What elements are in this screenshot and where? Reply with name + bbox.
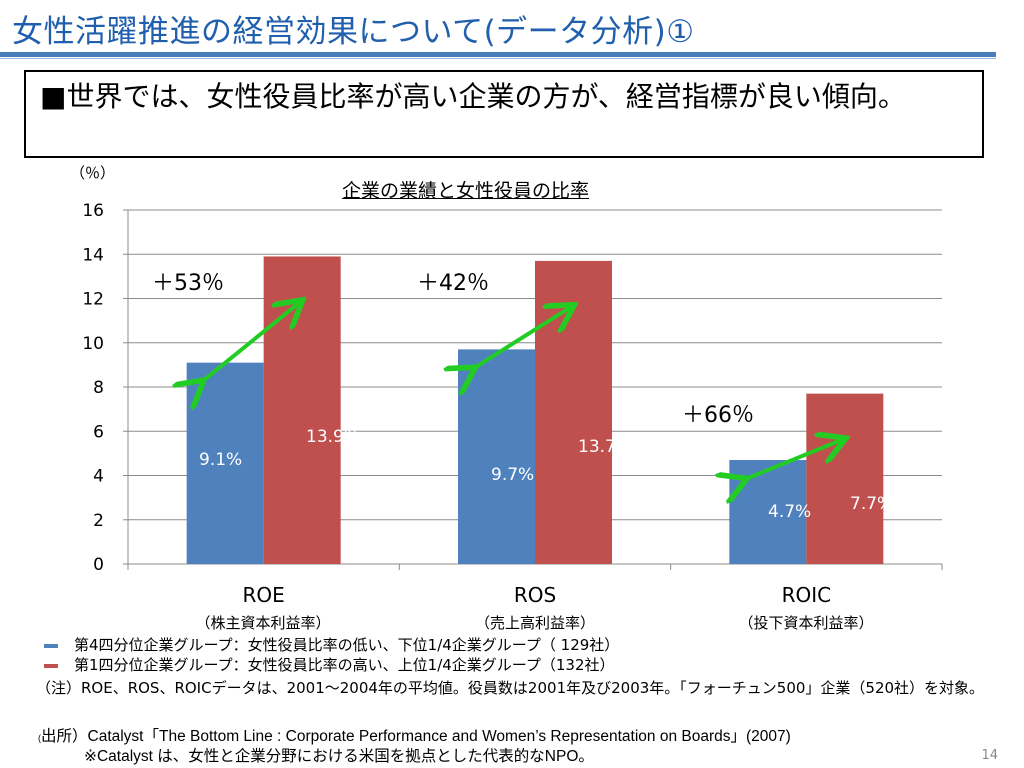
y-tick-label: 10 bbox=[82, 334, 104, 354]
y-tick-label: 4 bbox=[93, 467, 104, 487]
bar-roic-high bbox=[806, 393, 884, 564]
increase-annotation-roe: ＋53％ bbox=[152, 271, 224, 296]
legend-swatch-blue bbox=[44, 643, 58, 648]
data-labels: 9.1% 13.9% 9.7% 13.7% 4.7% 7.7% bbox=[199, 427, 893, 522]
data-label-ros-high: 13.7% bbox=[578, 437, 632, 457]
note-text: （注）ROE、ROS、ROICデータは、2001～2004年の平均値。役員数は2… bbox=[36, 679, 985, 697]
y-tick-label: 8 bbox=[93, 378, 104, 398]
bar-roe-high bbox=[263, 256, 341, 564]
increase-annotation-roic: ＋66％ bbox=[682, 403, 754, 428]
increase-annotation-ros: ＋42％ bbox=[417, 271, 489, 296]
summary-text: ■世界では、女性役員比率が高い企業の方が、経営指標が良い傾向。 bbox=[40, 80, 906, 113]
legend-label-low: 第4四分位企業グループ：女性役員比率の低い、下位1/4企業グループ（ 129社） bbox=[74, 636, 620, 654]
chart-title: 企業の業績と女性役員の比率 bbox=[342, 180, 590, 202]
x-category-label-roe: ROE bbox=[243, 583, 285, 607]
x-category-label-ros: ROS bbox=[514, 583, 556, 607]
summary-box: ■世界では、女性役員比率が高い企業の方が、経営指標が良い傾向。 bbox=[24, 70, 984, 158]
category-subtitle-roic: （投下資本利益率） bbox=[738, 614, 874, 632]
source-detail: ※Catalyst は、女性と企業分野における米国を拠点とした代表的なNPO。 bbox=[84, 748, 594, 765]
source-paren: ( bbox=[38, 733, 41, 743]
page-number: 14 bbox=[981, 748, 998, 763]
source-text: (出所）Catalyst「The Bottom Line : Corporate… bbox=[38, 724, 791, 746]
y-tick-label: 6 bbox=[93, 422, 104, 442]
data-label-roic-low: 4.7% bbox=[768, 502, 811, 522]
data-label-roe-low: 9.1% bbox=[199, 450, 242, 470]
slide-title: 女性活躍推進の経営効果について(データ分析)① bbox=[12, 14, 695, 50]
data-label-ros-low: 9.7% bbox=[491, 465, 534, 485]
y-tick-label: 0 bbox=[93, 555, 104, 575]
data-label-roic-high: 7.7% bbox=[850, 494, 893, 514]
double-arrow-roe bbox=[201, 302, 300, 382]
y-tick-label: 12 bbox=[82, 290, 104, 310]
double-arrow-roic bbox=[743, 440, 842, 480]
x-category-label-roic: ROIC bbox=[782, 583, 832, 607]
title-underline-thin bbox=[0, 58, 996, 59]
y-tick-label: 16 bbox=[82, 201, 104, 221]
legend-item-low: 第4四分位企業グループ：女性役員比率の低い、下位1/4企業グループ（ 129社） bbox=[44, 634, 619, 655]
bar-ros-high bbox=[535, 260, 612, 564]
legend-swatch-red bbox=[44, 663, 58, 668]
source-body: 出所）Catalyst「The Bottom Line : Corporate … bbox=[41, 728, 791, 745]
data-label-roe-high: 13.9% bbox=[306, 427, 360, 447]
double-arrow-ros bbox=[472, 307, 571, 370]
bar-ros-low bbox=[458, 349, 535, 564]
legend-item-high: 第1四分位企業グループ：女性役員比率の高い、上位1/4企業グループ（132社） bbox=[44, 654, 615, 675]
y-tick-label: 14 bbox=[82, 245, 104, 265]
y-tick-label: 2 bbox=[93, 511, 104, 531]
category-subtitle-roe: （株主資本利益率） bbox=[195, 614, 331, 632]
category-subtitle-ros: （売上高利益率） bbox=[474, 614, 596, 632]
annotations: ＋53％ ＋42％ ＋66％ bbox=[152, 271, 842, 480]
title-underline bbox=[0, 52, 996, 57]
legend-label-high: 第1四分位企業グループ：女性役員比率の高い、上位1/4企業グループ（132社） bbox=[74, 656, 615, 674]
y-axis-unit-label: （％） bbox=[70, 164, 116, 182]
